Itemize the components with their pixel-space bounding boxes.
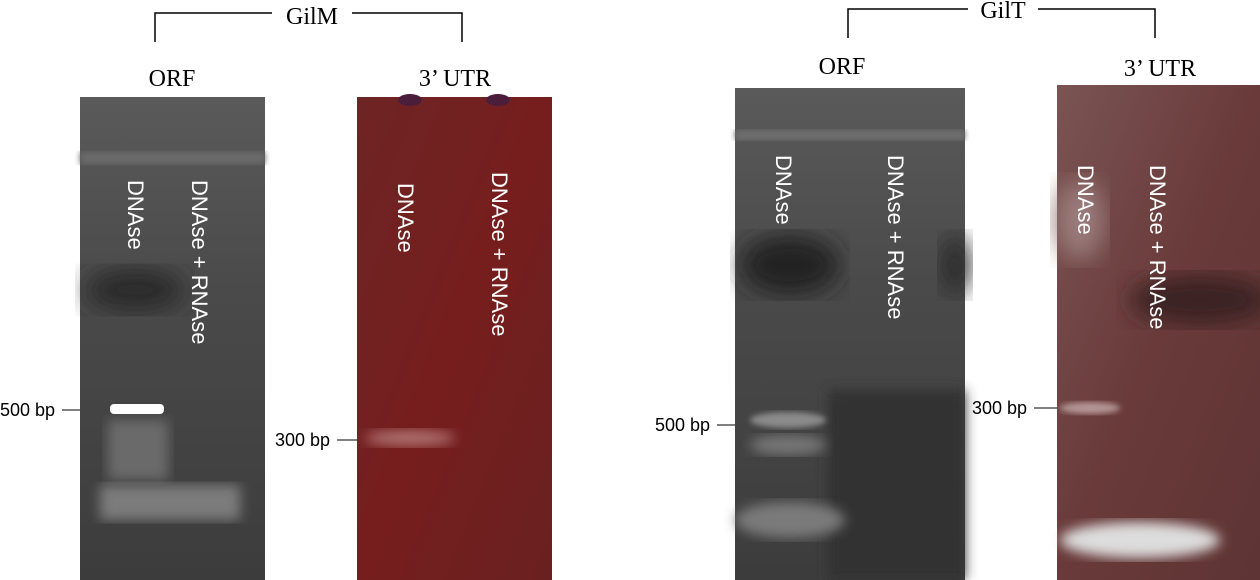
lane-label: DNAse	[1073, 165, 1098, 235]
panel-label: 3’ UTR	[1124, 56, 1196, 82]
lane-label: DNAse	[123, 180, 148, 250]
panel-label: ORF	[149, 66, 196, 92]
lane-label: DNAse + RNAse	[487, 172, 512, 336]
marker-label: 500 bp	[655, 415, 710, 435]
lane-label: DNAse + RNAse	[1145, 165, 1170, 329]
marker-label: 300 bp	[972, 398, 1027, 418]
figure: GilM GilT ORF 3’ UTR ORF 3’ UTR	[0, 0, 1260, 580]
panel-label: 3’ UTR	[419, 66, 491, 92]
lane-label: DNAse + RNAse	[187, 180, 212, 344]
lane-label: DNAse + RNAse	[883, 155, 908, 319]
marker-label: 500 bp	[0, 400, 55, 420]
gel-image	[357, 94, 552, 580]
gel-image	[80, 97, 265, 580]
group-title: GilM	[286, 4, 338, 30]
marker-label: 300 bp	[275, 430, 330, 450]
panel-label: ORF	[819, 54, 866, 80]
gel-image	[1055, 85, 1260, 580]
lane-label: DNAse	[771, 155, 796, 225]
group-title: GilT	[980, 0, 1026, 24]
lane-label: DNAse	[393, 183, 418, 253]
gel-image	[735, 88, 970, 580]
